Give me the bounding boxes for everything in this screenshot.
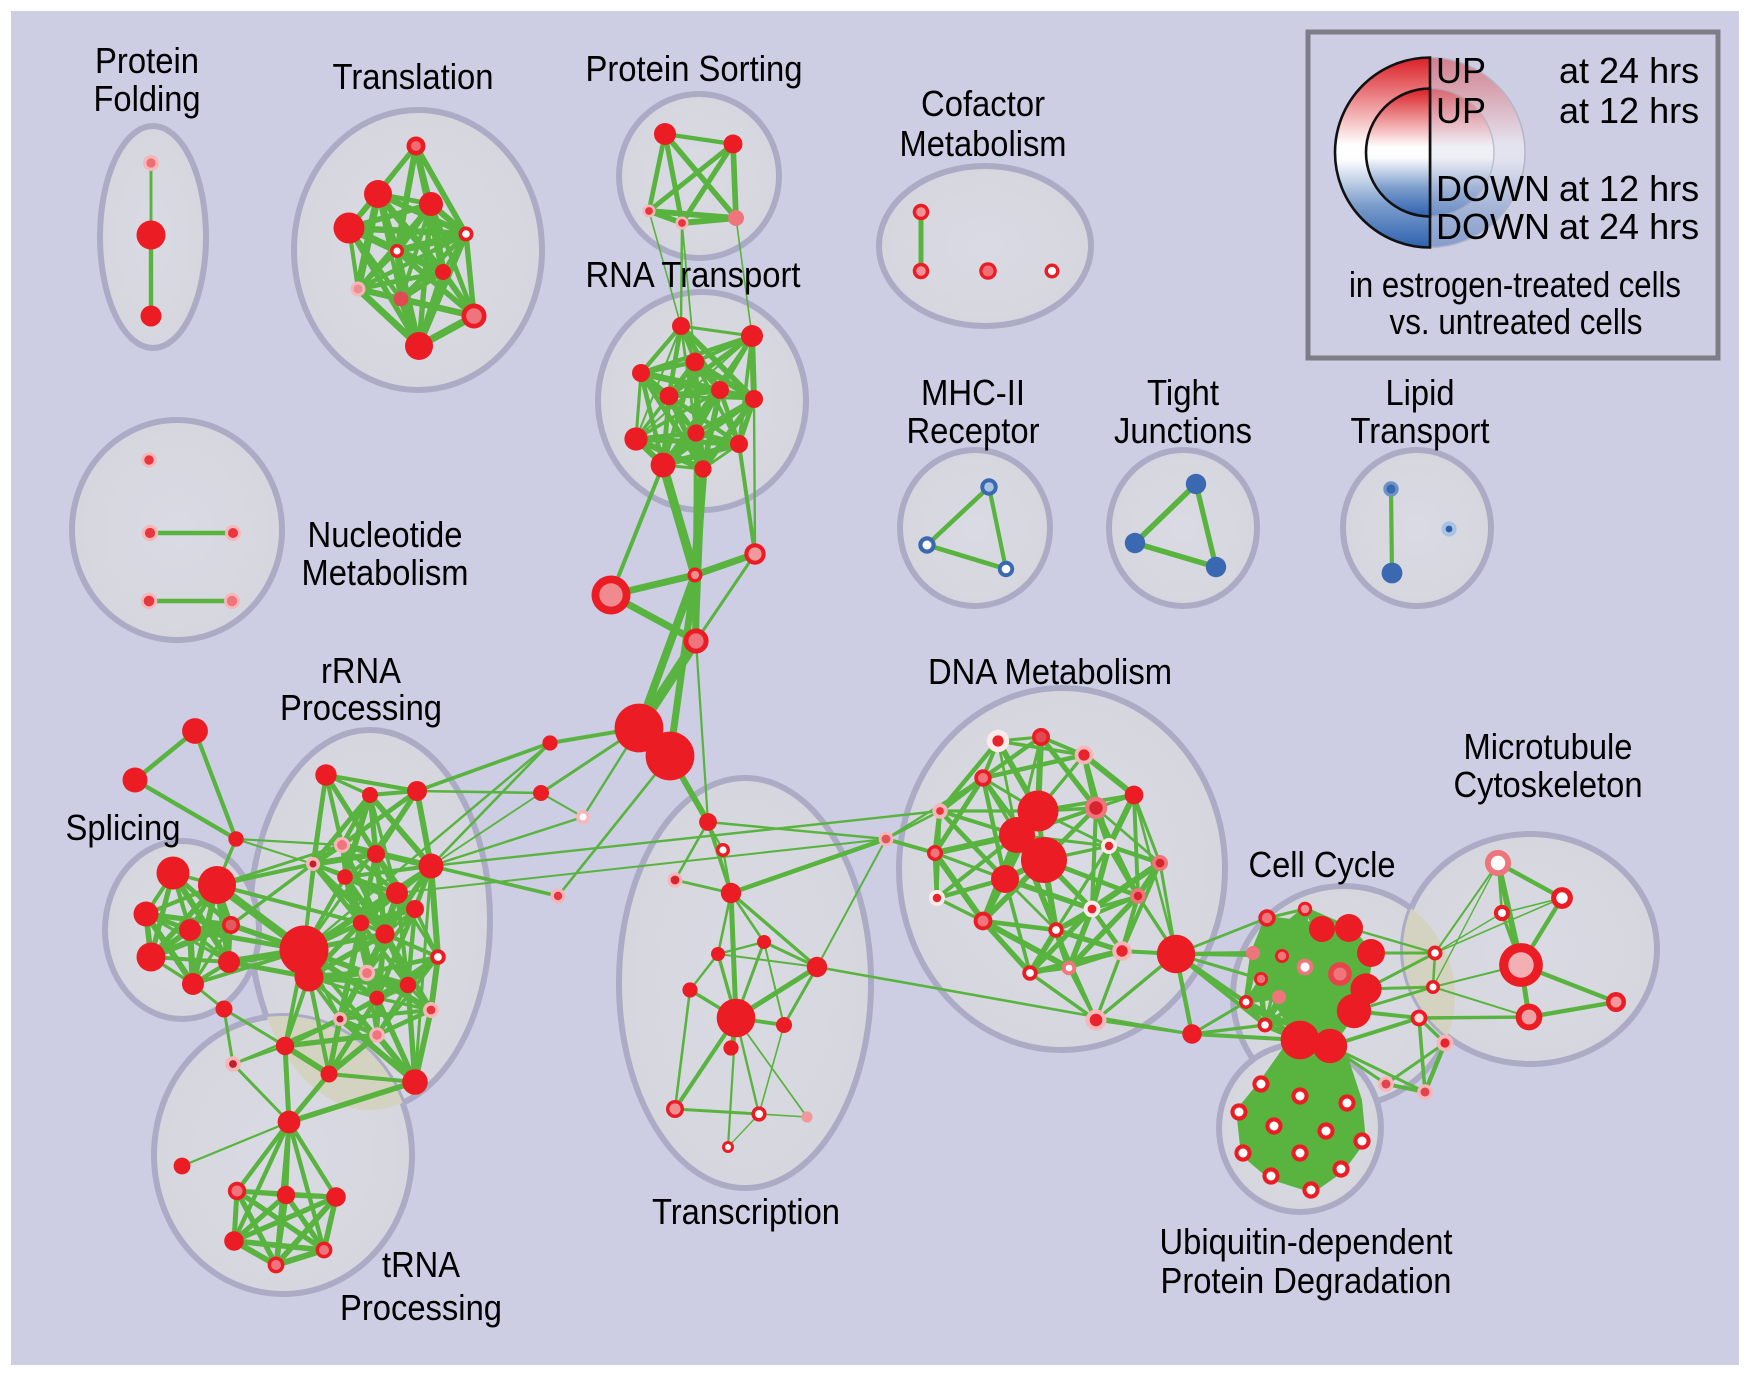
svg-text:Cofactor: Cofactor bbox=[921, 83, 1045, 124]
svg-text:Metabolism: Metabolism bbox=[900, 123, 1067, 164]
svg-text:Protein Degradation: Protein Degradation bbox=[1161, 1260, 1452, 1301]
svg-text:MHC-II: MHC-II bbox=[921, 372, 1025, 413]
svg-text:UP: UP bbox=[1436, 50, 1486, 91]
svg-text:Metabolism: Metabolism bbox=[302, 552, 469, 593]
svg-text:RNA Transport: RNA Transport bbox=[586, 254, 801, 295]
svg-text:Transport: Transport bbox=[1351, 410, 1490, 451]
svg-text:rRNA: rRNA bbox=[321, 650, 401, 691]
svg-text:Processing: Processing bbox=[280, 687, 442, 728]
svg-text:at 12 hrs: at 12 hrs bbox=[1559, 168, 1699, 209]
svg-text:Processing: Processing bbox=[340, 1287, 502, 1328]
svg-text:Ubiquitin-dependent: Ubiquitin-dependent bbox=[1160, 1221, 1453, 1262]
svg-text:Translation: Translation bbox=[333, 56, 494, 97]
svg-text:DOWN: DOWN bbox=[1436, 206, 1550, 247]
svg-text:at 24 hrs: at 24 hrs bbox=[1559, 50, 1699, 91]
svg-text:Receptor: Receptor bbox=[907, 410, 1040, 451]
svg-text:at 12 hrs: at 12 hrs bbox=[1559, 90, 1699, 131]
svg-text:Nucleotide: Nucleotide bbox=[308, 514, 463, 555]
svg-text:DOWN: DOWN bbox=[1436, 168, 1550, 209]
svg-text:Tight: Tight bbox=[1147, 372, 1219, 413]
svg-text:Protein: Protein bbox=[95, 40, 199, 81]
svg-text:UP: UP bbox=[1436, 90, 1486, 131]
svg-text:Splicing: Splicing bbox=[66, 807, 181, 848]
svg-text:Junctions: Junctions bbox=[1114, 410, 1252, 451]
svg-text:Cell Cycle: Cell Cycle bbox=[1249, 844, 1396, 885]
svg-text:vs. untreated cells: vs. untreated cells bbox=[1390, 301, 1643, 342]
svg-text:DNA Metabolism: DNA Metabolism bbox=[928, 651, 1172, 692]
svg-text:Microtubule: Microtubule bbox=[1464, 726, 1633, 767]
svg-text:at 24 hrs: at 24 hrs bbox=[1559, 206, 1699, 247]
svg-text:Transcription: Transcription bbox=[652, 1191, 840, 1232]
svg-text:in estrogen-treated cells: in estrogen-treated cells bbox=[1349, 264, 1681, 305]
svg-text:Lipid: Lipid bbox=[1386, 372, 1455, 413]
svg-text:Folding: Folding bbox=[94, 78, 201, 119]
svg-text:Protein Sorting: Protein Sorting bbox=[586, 48, 803, 89]
svg-text:Cytoskeleton: Cytoskeleton bbox=[1454, 764, 1643, 805]
svg-text:tRNA: tRNA bbox=[382, 1244, 460, 1285]
